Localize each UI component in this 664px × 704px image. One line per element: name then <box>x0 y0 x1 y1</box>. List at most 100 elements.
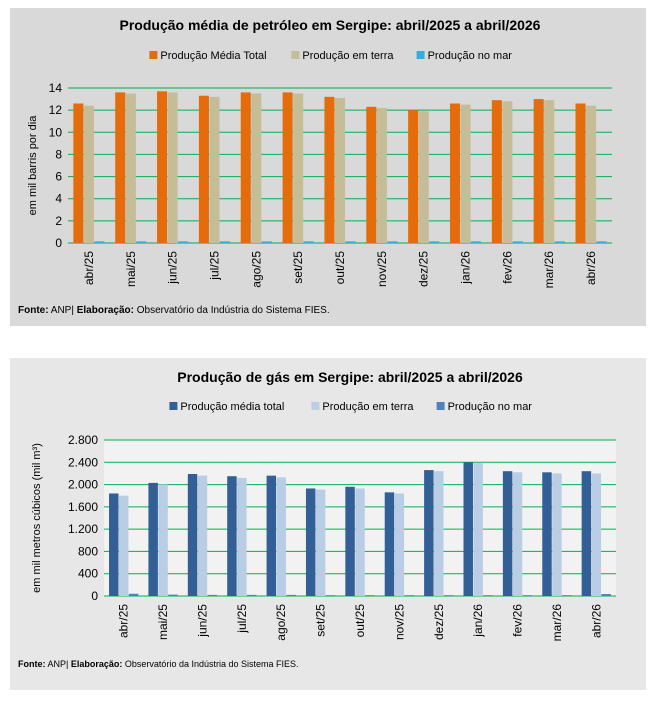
y-tick-label: 6 <box>55 170 62 184</box>
bar <box>167 92 178 243</box>
bar <box>324 96 335 243</box>
bar <box>197 475 208 596</box>
bar <box>209 96 220 243</box>
footer: Fonte: ANP| Elaboração: Observatório da … <box>18 659 299 669</box>
x-tick-label: abr/25 <box>82 251 96 285</box>
bar <box>460 104 471 243</box>
bar <box>355 488 365 596</box>
bar <box>118 495 129 596</box>
bar <box>227 476 237 596</box>
bar <box>502 471 513 596</box>
chart-title: Produção de gás em Sergipe: abril/2025 a… <box>177 369 523 385</box>
bar <box>286 594 296 596</box>
bar <box>157 91 168 243</box>
bar <box>512 241 523 243</box>
bar <box>554 241 565 243</box>
bar <box>429 241 440 243</box>
bar <box>365 595 375 596</box>
bar <box>325 595 336 596</box>
bar <box>533 99 544 243</box>
bar <box>483 595 493 596</box>
bar <box>522 595 533 596</box>
bar <box>404 595 415 596</box>
y-tick-label: 1.600 <box>68 500 98 514</box>
bar <box>83 105 94 243</box>
bar <box>544 100 555 243</box>
x-tick-label: abr/26 <box>589 604 603 638</box>
legend-swatch <box>169 402 178 410</box>
bar <box>502 101 513 244</box>
source: ANP| <box>51 305 74 316</box>
bar <box>562 595 572 596</box>
legend-label: Produção Média Total <box>160 50 266 62</box>
credit: Observatório da Indústria do Sistema FIE… <box>137 305 330 316</box>
y-axis-label: em mil metros cúbicos (mil m³) <box>31 443 43 593</box>
x-tick-label: dez/25 <box>432 604 446 640</box>
bar <box>305 488 316 596</box>
bar <box>219 241 231 243</box>
bar <box>394 493 405 596</box>
x-tick-label: abr/26 <box>584 251 598 285</box>
bar <box>434 471 444 596</box>
bar <box>443 595 454 596</box>
y-tick-label: 2 <box>55 214 62 228</box>
x-tick-label: fev/26 <box>511 604 525 637</box>
bar <box>282 92 293 243</box>
bar <box>73 103 84 243</box>
bar <box>237 477 247 596</box>
bar <box>471 241 482 243</box>
bar <box>125 93 136 244</box>
bar <box>303 241 314 243</box>
bar <box>293 93 304 244</box>
bar <box>178 241 189 243</box>
y-tick-label: 10 <box>49 125 63 139</box>
credit-label: Elaboração: <box>77 305 134 316</box>
bar <box>449 103 461 243</box>
legend-label: Produção no mar <box>428 50 513 62</box>
bar <box>591 473 602 596</box>
footer: Fonte: ANP| Elaboração: Observatório da … <box>18 305 330 316</box>
bar <box>345 486 355 596</box>
legend-label: Produção em terra <box>322 401 414 413</box>
source-label: Fonte: <box>18 659 46 669</box>
y-tick-label: 800 <box>78 544 98 558</box>
bar <box>473 462 483 596</box>
y-axis-label: em mil barris por dia <box>27 115 39 216</box>
legend-swatch <box>291 51 300 59</box>
bar <box>596 241 607 243</box>
x-tick-label: jan/26 <box>459 251 473 285</box>
bar <box>463 462 473 596</box>
source: ANP| <box>48 659 69 669</box>
bar <box>94 241 105 243</box>
legend-label: Produção média total <box>180 401 284 413</box>
x-tick-label: mar/26 <box>542 251 556 289</box>
legend-swatch <box>311 402 320 410</box>
bar <box>424 470 434 596</box>
x-tick-label: out/25 <box>353 604 367 638</box>
legend-swatch <box>416 51 425 59</box>
bar <box>115 92 126 243</box>
bar <box>315 489 326 596</box>
x-tick-label: ago/25 <box>249 251 263 288</box>
x-tick-label: set/25 <box>314 604 328 637</box>
bar <box>198 95 209 243</box>
bar <box>366 106 377 243</box>
bar <box>276 477 286 596</box>
legend-label: Produção no mar <box>448 401 533 413</box>
bar <box>148 482 158 596</box>
x-tick-label: ago/25 <box>274 604 288 641</box>
y-tick-label: 12 <box>49 103 63 117</box>
bar <box>266 475 277 596</box>
x-tick-label: out/25 <box>333 251 347 285</box>
bar <box>586 105 597 243</box>
y-tick-label: 1.200 <box>68 522 98 536</box>
x-tick-label: jul/25 <box>235 604 249 634</box>
bar <box>247 594 257 596</box>
x-tick-label: nov/25 <box>375 251 389 287</box>
bar <box>601 594 611 596</box>
x-tick-label: mai/25 <box>124 251 138 287</box>
y-tick-label: 4 <box>55 192 62 206</box>
bar <box>418 111 429 243</box>
x-tick-label: fev/26 <box>500 251 514 284</box>
